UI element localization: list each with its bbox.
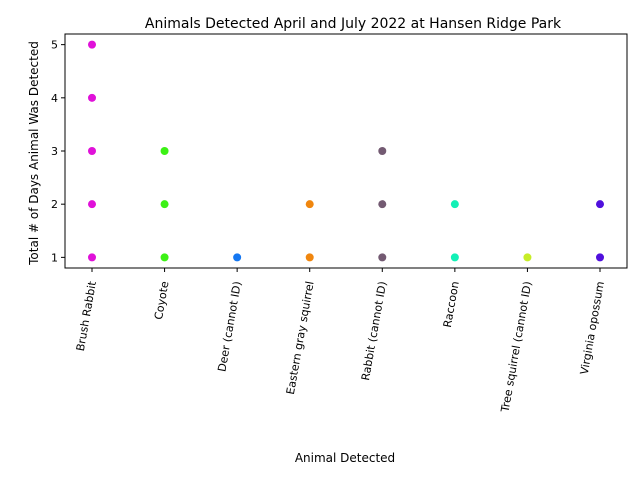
y-tick-label: 2: [51, 198, 58, 211]
data-point: [378, 253, 387, 262]
data-point: [523, 253, 532, 262]
data-point: [88, 253, 96, 262]
x-tick-label: Tree squirrel (cannot ID): [498, 280, 534, 414]
data-point: [160, 200, 169, 209]
plot-area: 1 2 3 4 5 Brush Rabbit Coyote Deer (cannot ID) E…: [51, 33, 628, 414]
data-point: [160, 147, 169, 155]
y-tick-label: 3: [51, 145, 58, 158]
y-axis-label: Total # of Days Animal Was Detected: [27, 41, 41, 266]
data-point: [378, 200, 387, 209]
data-point: [88, 200, 96, 209]
x-tick-label: Deer (cannot ID): [215, 280, 244, 372]
x-axis-label: Animal Detected: [295, 451, 395, 465]
data-point: [88, 93, 96, 102]
y-tick-label: 4: [51, 92, 58, 105]
x-tick-label: Coyote: [152, 280, 172, 321]
data-point: [88, 40, 96, 49]
x-tick-label: Rabbit (cannot ID): [359, 280, 389, 381]
data-point: [450, 200, 459, 209]
y-tick-label: 1: [51, 251, 58, 264]
x-tick-label: Virginia opossum: [578, 280, 607, 375]
x-tick-label: Eastern gray squirrel: [284, 280, 317, 395]
data-point: [450, 253, 459, 262]
y-tick-label: 5: [51, 39, 58, 52]
chart-title: Animals Detected April and July 2022 at …: [145, 16, 562, 32]
data-point: [596, 253, 604, 262]
data-point: [88, 147, 96, 155]
data-point: [378, 147, 387, 155]
data-point: [305, 200, 314, 209]
data-point: [305, 253, 314, 262]
data-point: [596, 200, 604, 209]
data-point: [233, 253, 242, 262]
data-point: [160, 253, 169, 262]
x-tick-label: Raccoon: [441, 280, 462, 328]
x-tick-label: Brush Rabbit: [74, 280, 99, 353]
plot-frame: [64, 33, 628, 269]
